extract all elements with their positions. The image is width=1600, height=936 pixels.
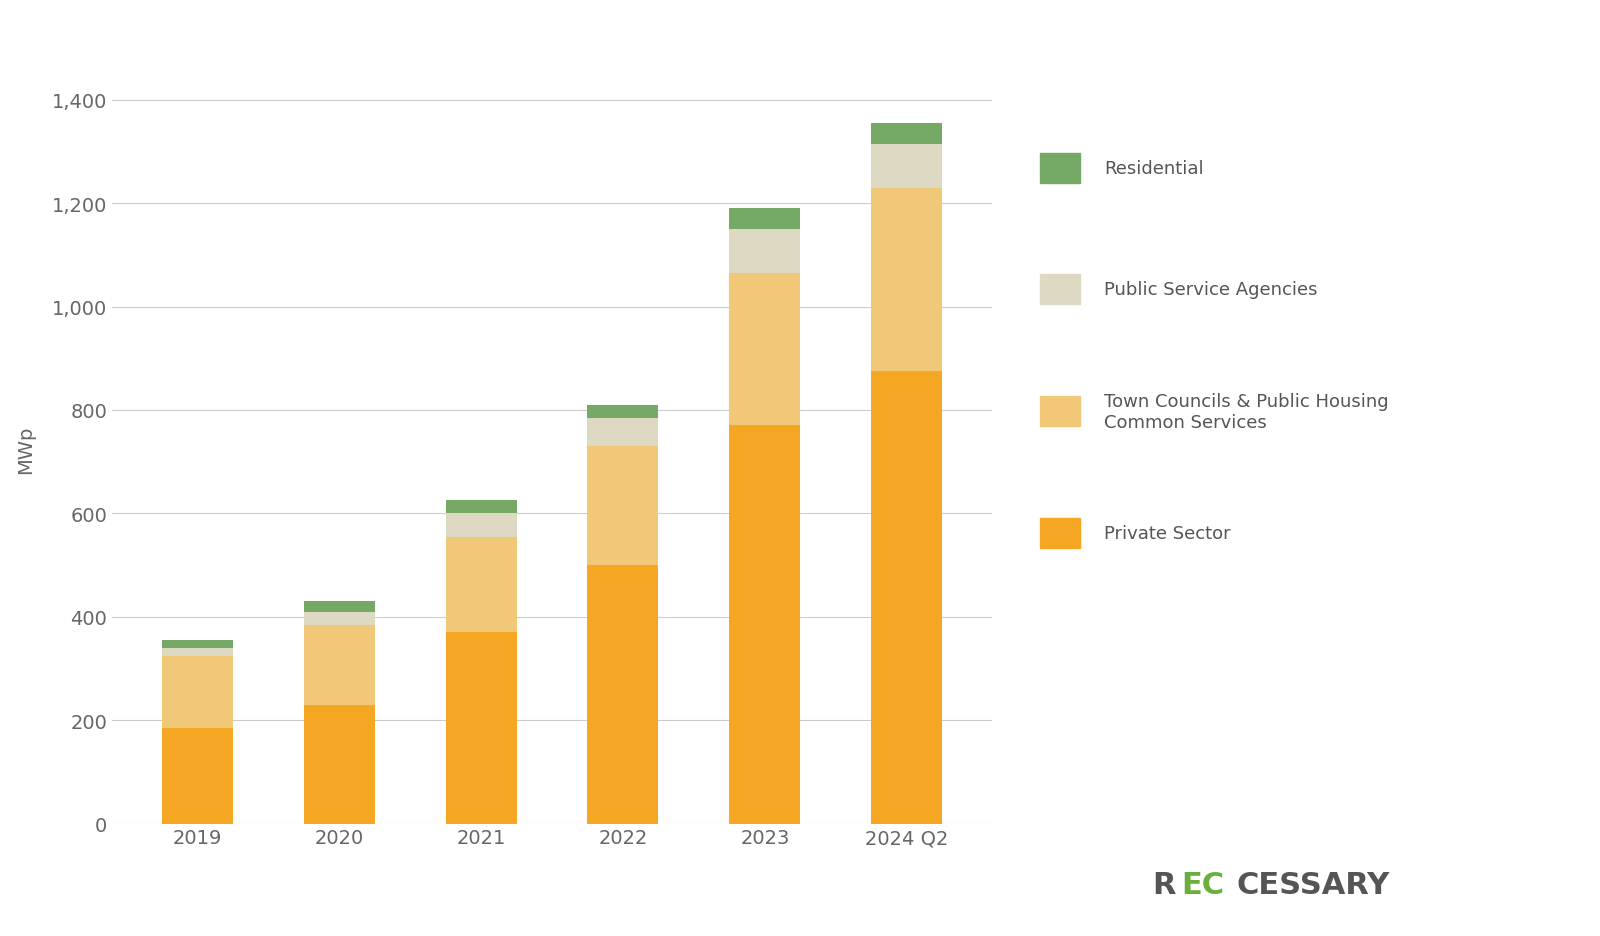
Bar xyxy=(445,633,517,824)
Bar xyxy=(162,656,232,728)
Bar xyxy=(304,625,374,705)
Text: Private Sector: Private Sector xyxy=(1104,524,1230,543)
Y-axis label: MWp: MWp xyxy=(16,425,35,474)
Bar xyxy=(872,124,942,144)
Bar xyxy=(587,418,659,446)
Bar xyxy=(730,230,800,273)
Bar xyxy=(445,501,517,514)
Bar xyxy=(587,446,659,565)
Bar xyxy=(587,405,659,418)
Bar xyxy=(445,537,517,633)
Text: Residential: Residential xyxy=(1104,159,1203,178)
Text: EC: EC xyxy=(1181,870,1224,899)
Text: Town Councils & Public Housing
Common Services: Town Councils & Public Housing Common Se… xyxy=(1104,392,1389,431)
Bar xyxy=(162,640,232,648)
Bar xyxy=(162,648,232,656)
Bar xyxy=(304,602,374,612)
Bar xyxy=(445,514,517,537)
Bar xyxy=(587,565,659,824)
Bar xyxy=(872,372,942,824)
Bar xyxy=(162,728,232,824)
Bar xyxy=(730,209,800,230)
Bar xyxy=(730,426,800,824)
Text: Public Service Agencies: Public Service Agencies xyxy=(1104,281,1317,300)
Bar xyxy=(730,273,800,426)
Bar xyxy=(304,612,374,625)
Bar xyxy=(872,188,942,372)
Text: R: R xyxy=(1152,870,1176,899)
Bar xyxy=(872,144,942,188)
Bar xyxy=(304,705,374,824)
Text: CESSARY: CESSARY xyxy=(1237,870,1390,899)
